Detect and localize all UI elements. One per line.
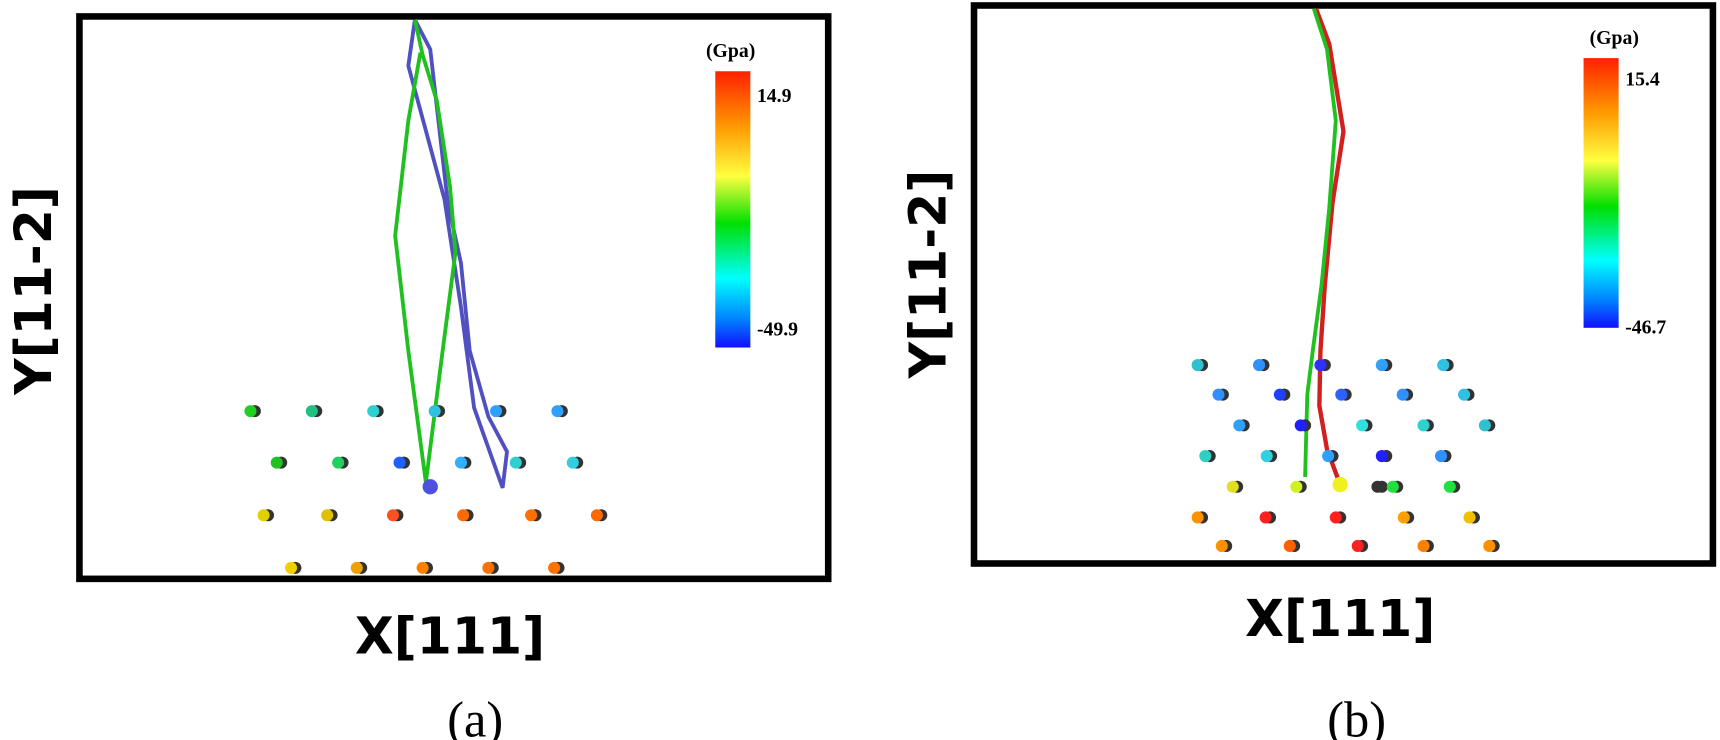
atom xyxy=(367,405,380,418)
atom xyxy=(1332,476,1348,493)
atom xyxy=(1478,419,1491,432)
colorbar xyxy=(715,71,751,348)
atom xyxy=(525,509,538,522)
y-axis-label: Y[11-2] xyxy=(899,170,958,380)
atom xyxy=(490,405,503,418)
atom xyxy=(1212,388,1225,401)
atom xyxy=(590,509,603,522)
atom xyxy=(1375,359,1388,372)
atom xyxy=(428,405,441,418)
atom xyxy=(1283,539,1296,552)
atom xyxy=(457,509,470,522)
atom xyxy=(350,561,363,574)
atom xyxy=(1396,388,1409,401)
colorbar-min: -46.7 xyxy=(1625,316,1666,338)
atom xyxy=(1191,359,1204,372)
atom xyxy=(1458,388,1471,401)
atom xyxy=(548,561,561,574)
atom xyxy=(482,561,495,574)
colorbar-max: 14.9 xyxy=(757,85,792,107)
colorbar-unit: (Gpa) xyxy=(1590,27,1639,49)
atom xyxy=(1215,539,1228,552)
x-axis-label: X[111] xyxy=(1245,589,1435,648)
atom xyxy=(509,456,522,469)
atom xyxy=(1483,539,1496,552)
atom xyxy=(1417,419,1430,432)
dislocation-line xyxy=(1314,8,1346,486)
atom xyxy=(1191,511,1204,524)
dislocation-line xyxy=(406,18,509,489)
x-axis-label: X[111] xyxy=(355,606,545,665)
atom xyxy=(1435,450,1448,463)
atom xyxy=(321,509,334,522)
atom xyxy=(1226,480,1239,493)
atom xyxy=(1371,480,1384,493)
atom xyxy=(257,509,270,522)
atom xyxy=(551,405,564,418)
atom xyxy=(305,405,318,418)
atom xyxy=(1437,359,1450,372)
atom xyxy=(1199,450,1212,463)
atom xyxy=(1463,511,1476,524)
atom xyxy=(1329,511,1342,524)
atom xyxy=(422,479,438,495)
dislocation-line xyxy=(393,19,458,483)
atom xyxy=(416,561,429,574)
atom xyxy=(1273,388,1286,401)
atom xyxy=(1233,419,1246,432)
atom xyxy=(393,456,406,469)
atom xyxy=(244,405,257,418)
dislocation-line xyxy=(1303,8,1338,477)
y-axis-label: Y[11-2] xyxy=(4,186,63,396)
atom xyxy=(1397,511,1410,524)
atom xyxy=(1290,480,1303,493)
atom xyxy=(1322,450,1335,463)
atom xyxy=(386,509,400,522)
atom xyxy=(1386,480,1399,493)
atom xyxy=(270,456,283,469)
atom xyxy=(1443,480,1456,493)
atom xyxy=(1375,450,1388,463)
atom xyxy=(1260,450,1273,463)
colorbar-unit: (Gpa) xyxy=(706,40,755,62)
atom xyxy=(284,561,298,574)
panel-a: (Gpa) 14.9 -49.9 X[111] Y[11-2] (a) xyxy=(4,13,832,740)
atom xyxy=(1351,539,1364,552)
panel-label: (a) xyxy=(447,692,503,740)
atom xyxy=(332,456,345,469)
atom xyxy=(566,456,579,469)
frame xyxy=(76,13,832,583)
atom xyxy=(1253,359,1266,372)
atom xyxy=(1314,359,1327,372)
panel-b: (Gpa) 15.4 -46.7 X[111] Y[11-2] (b) xyxy=(899,2,1717,740)
colorbar-max: 15.4 xyxy=(1625,69,1660,91)
atoms xyxy=(244,405,608,574)
atom xyxy=(1259,511,1272,524)
atom xyxy=(1294,419,1307,432)
panel-label: (b) xyxy=(1327,692,1386,740)
atoms xyxy=(1191,359,1500,552)
atom xyxy=(454,456,467,469)
atom xyxy=(1335,388,1348,401)
colorbar-min: -49.9 xyxy=(757,318,798,340)
atom xyxy=(1417,539,1430,552)
colorbar xyxy=(1583,58,1619,328)
atom xyxy=(1356,419,1369,432)
